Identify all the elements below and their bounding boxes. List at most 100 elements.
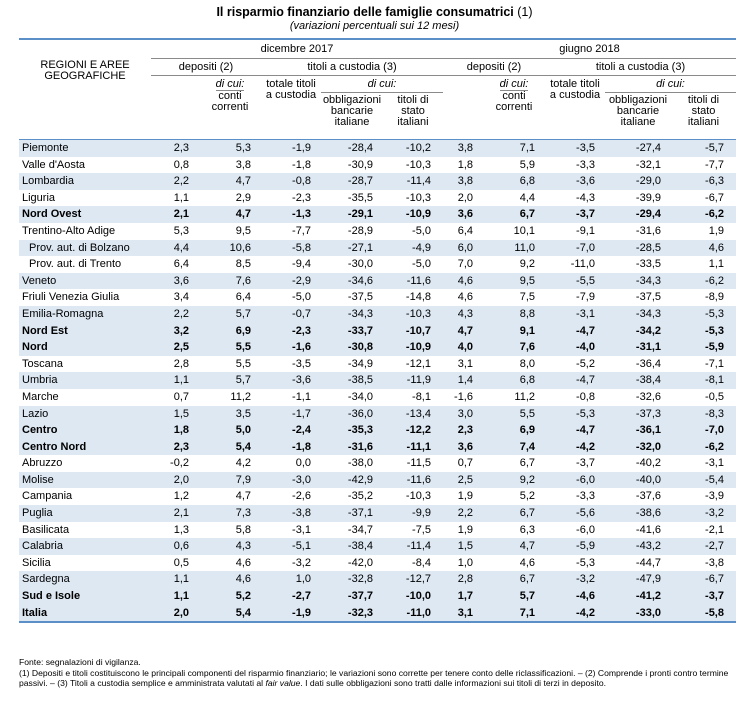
table-row: Marche 0,7 11,2 -1,1 -34,0 -8,1 -1,6 11,2 -0,8 -3… <box>19 389 736 406</box>
value-cell: -10,0 <box>383 588 443 605</box>
value-cell: 8,5 <box>235 258 251 271</box>
value-cell: -27,1 <box>321 239 383 257</box>
value-cell: 4,7 <box>199 173 261 190</box>
value-cell: -10,7 <box>383 322 443 340</box>
table-subtitle: (variazioni percentuali sui 12 mesi) <box>289 20 460 32</box>
value-cell: -32,3 <box>321 604 383 624</box>
value-cell: -33,5 <box>635 258 661 271</box>
title-note: (1) <box>517 5 533 19</box>
titoli-header-2: titoli a custodia (3) <box>545 58 736 76</box>
depositi-header-1: depositi (2) <box>151 58 261 76</box>
value-cell: 1,0 <box>261 571 321 589</box>
value-cell: -2,4 <box>261 422 321 439</box>
table-row: Valle d'Aosta 0,8 3,8 -1,8 -30,9 -10,3 1,8 5,9 -… <box>19 157 736 174</box>
value-cell: 4,6 <box>671 239 736 257</box>
value-cell: -31,1 <box>605 339 671 356</box>
value-cell: 5,7 <box>199 372 261 389</box>
value-cell: -8,3 <box>671 405 736 423</box>
value-cell: -29,0 <box>605 173 671 190</box>
value-cell: -14,8 <box>405 291 431 304</box>
value-cell: -5,2 <box>576 357 595 370</box>
value-cell: -34,0 <box>347 390 373 403</box>
value-cell: -11,5 <box>406 457 431 470</box>
value-cell: 4,6 <box>519 556 535 569</box>
value-cell: 6,3 <box>519 523 535 536</box>
value-cell: -44,7 <box>635 556 661 569</box>
value-cell: -10,3 <box>405 158 431 171</box>
value-cell: 4,6 <box>235 556 251 569</box>
value-cell: -5,9 <box>671 339 736 356</box>
value-cell: 10,6 <box>199 239 261 257</box>
value-cell: -3,9 <box>705 490 724 503</box>
table-row: Puglia 2,1 7,3 -3,8 -37,1 -9,9 2,2 6,7 -5,6 -38,6… <box>19 505 736 522</box>
value-cell: 1,0 <box>457 556 473 569</box>
value-cell: 3,8 <box>235 158 251 171</box>
value-cell: -6,7 <box>705 191 724 204</box>
value-cell: 7,0 <box>457 258 473 271</box>
value-cell: -7,7 <box>292 224 311 237</box>
table-row: Molise 2,0 7,9 -3,0 -42,9 -11,6 2,5 9,2 -6,0 -40,… <box>19 471 736 489</box>
value-cell: -3,8 <box>705 556 724 569</box>
region-name: Nord Est <box>19 322 151 340</box>
value-cell: -3,7 <box>671 588 736 605</box>
title-block: Il risparmio finanziario delle famiglie … <box>0 0 749 32</box>
value-cell: -35,5 <box>347 191 373 204</box>
value-cell: -3,2 <box>292 556 311 569</box>
value-cell: 3,1 <box>443 604 483 624</box>
table-row: Liguria 1,1 2,9 -2,3 -35,5 -10,3 2,0 4,4 -4,3 -39… <box>19 190 736 207</box>
value-cell: -5,3 <box>671 322 736 340</box>
value-cell: 3,6 <box>151 272 199 290</box>
value-cell: 6,7 <box>483 206 545 223</box>
value-cell: 11,0 <box>483 239 545 257</box>
value-cell: 9,5 <box>483 272 545 290</box>
value-cell: -1,6 <box>454 390 473 403</box>
table-row: Sicilia 0,5 4,6 -3,2 -42,0 -8,4 1,0 4,6 -5,3 -44,… <box>19 555 736 572</box>
value-cell: -30,0 <box>347 258 373 271</box>
table-row: Calabria 0,6 4,3 -5,1 -38,4 -11,4 1,5 4,7 -5,9 -4… <box>19 538 736 555</box>
value-cell: -10,3 <box>383 305 443 323</box>
value-cell: 9,2 <box>519 258 535 271</box>
value-cell: -1,7 <box>261 405 321 423</box>
value-cell: 0,8 <box>173 158 189 171</box>
region-name: Piemonte <box>19 139 151 157</box>
value-cell: 6,4 <box>173 258 189 271</box>
value-cell: 0,5 <box>173 556 189 569</box>
table-row: Piemonte 2,3 5,3 -1,9 -28,4 -10,2 3,8 7,1 -3,5 -2… <box>19 139 736 157</box>
value-cell: 1,7 <box>443 588 483 605</box>
value-cell: 1,1 <box>151 571 199 589</box>
depositi-header-2: depositi (2) <box>443 58 545 76</box>
table-row: Centro 1,8 5,0 -2,4 -35,3 -12,2 2,3 6,9 -4,7 -36,… <box>19 422 736 439</box>
value-cell: -41,6 <box>635 523 661 536</box>
value-cell: 6,9 <box>199 322 261 340</box>
value-cell: 4,7 <box>443 322 483 340</box>
value-cell: -8,9 <box>705 291 724 304</box>
value-cell: 10,1 <box>513 224 535 237</box>
region-name: Sicilia <box>22 556 51 569</box>
value-cell: 6,8 <box>483 173 545 190</box>
value-cell: -1,3 <box>261 206 321 223</box>
value-cell: 6,4 <box>457 224 473 237</box>
value-cell: -2,3 <box>292 191 311 204</box>
table-row: Basilicata 1,3 5,8 -3,1 -34,7 -7,5 1,9 6,3 -6,0 -… <box>19 522 736 539</box>
value-cell: -11,0 <box>570 258 595 271</box>
value-cell: -29,4 <box>605 206 671 223</box>
value-cell: -3,5 <box>545 139 605 157</box>
table-row: Sud e Isole 1,1 5,2 -2,7 -37,7 -10,0 1,7 5,7 -4,… <box>19 588 736 605</box>
value-cell: 4,4 <box>151 239 199 257</box>
value-cell: 5,9 <box>519 158 535 171</box>
region-name: Nord Ovest <box>19 206 151 223</box>
value-cell: -38,6 <box>605 505 671 522</box>
value-cell: -5,3 <box>576 556 595 569</box>
value-cell: 7,1 <box>483 604 545 624</box>
value-cell: -36,0 <box>321 405 383 423</box>
table-row: Emilia-Romagna 2,2 5,7 -0,7 -34,3 -10,3 4,3 8,8… <box>19 305 736 323</box>
table-row: Trentino-Alto Adige 5,3 9,5 -7,7 -28,9 -5,0 6,… <box>19 223 736 240</box>
obbligazioni-header-1: obbligazioni bancarie italiane <box>322 94 382 128</box>
region-name: Veneto <box>19 272 151 290</box>
value-cell: 3,4 <box>173 291 189 304</box>
value-cell: -32,8 <box>321 571 383 589</box>
value-cell: 0,6 <box>151 538 199 555</box>
value-cell: 3,2 <box>151 322 199 340</box>
value-cell: 2,1 <box>151 505 199 522</box>
